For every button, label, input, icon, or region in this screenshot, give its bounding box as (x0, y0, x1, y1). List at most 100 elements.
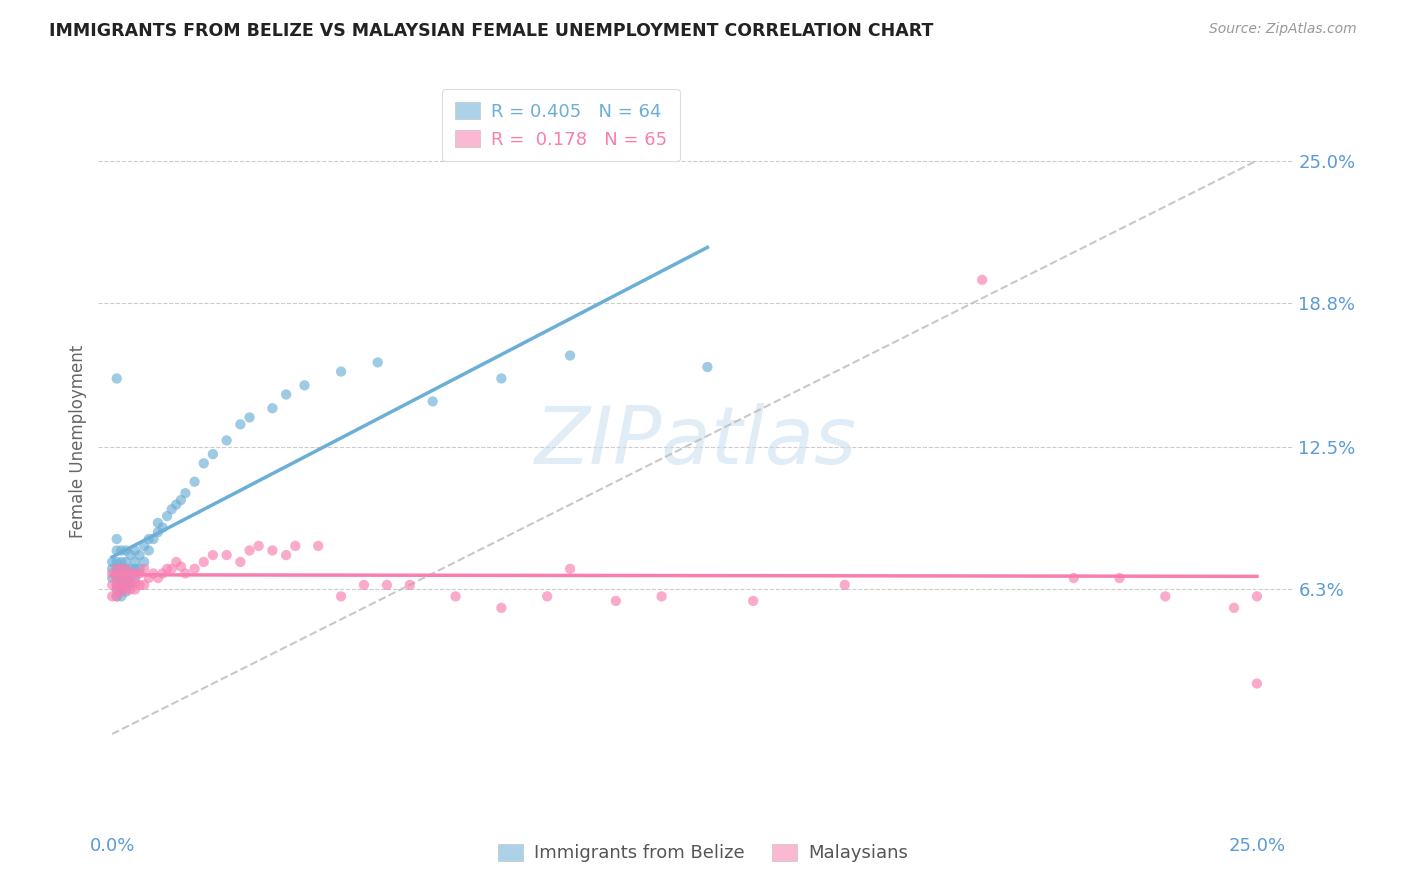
Point (115, 562, 138, 576)
Point (120, 578, 142, 592)
Point (605, 594, 627, 608)
Point (134, 555, 156, 569)
Point (124, 566, 146, 581)
Point (105, 571, 128, 585)
Point (101, 566, 124, 581)
Point (284, 539, 307, 553)
Point (972, 273, 994, 287)
Point (201, 548, 224, 562)
Y-axis label: Female Unemployment: Female Unemployment (69, 345, 87, 538)
Point (307, 539, 329, 553)
Point (110, 571, 132, 585)
Point (215, 548, 238, 562)
Point (105, 582, 128, 597)
Point (101, 590, 124, 604)
Point (229, 417, 252, 432)
Point (128, 566, 150, 581)
Point (651, 590, 673, 604)
Point (276, 548, 298, 562)
Point (183, 475, 205, 489)
Point (120, 548, 142, 562)
Point (110, 584, 132, 599)
Point (138, 571, 160, 585)
Point (110, 590, 132, 604)
Point (146, 525, 169, 540)
Point (294, 378, 316, 392)
Point (110, 578, 132, 592)
Point (105, 371, 128, 385)
Text: 25.0%: 25.0% (1229, 838, 1285, 855)
Point (170, 493, 193, 508)
Point (120, 575, 142, 590)
Point (229, 555, 252, 569)
Point (201, 447, 224, 461)
Point (124, 575, 146, 590)
Point (330, 590, 353, 604)
Point (330, 365, 353, 379)
Point (834, 578, 856, 592)
Point (134, 539, 156, 553)
Point (160, 502, 183, 516)
Legend: R = 0.405   N = 64, R =  0.178   N = 65: R = 0.405 N = 64, R = 0.178 N = 65 (441, 89, 679, 161)
Point (120, 566, 142, 581)
Point (1063, 571, 1085, 585)
Point (124, 582, 146, 597)
Point (128, 578, 150, 592)
Point (105, 566, 128, 581)
Point (276, 387, 298, 401)
Point (101, 571, 124, 585)
Point (174, 486, 197, 500)
Point (128, 548, 150, 562)
Point (193, 456, 215, 470)
Point (170, 559, 193, 574)
Point (142, 532, 165, 546)
Point (115, 555, 138, 569)
Point (375, 578, 398, 592)
Point (193, 555, 215, 569)
Point (558, 349, 581, 363)
Point (165, 498, 187, 512)
Point (115, 578, 138, 592)
Point (115, 571, 138, 585)
Point (124, 562, 146, 576)
Point (444, 590, 467, 604)
Text: Source: ZipAtlas.com: Source: ZipAtlas.com (1209, 22, 1357, 37)
Point (120, 582, 142, 597)
Point (742, 594, 765, 608)
Point (696, 359, 718, 374)
Point (558, 562, 581, 576)
Point (247, 539, 270, 553)
Text: IMMIGRANTS FROM BELIZE VS MALAYSIAN FEMALE UNEMPLOYMENT CORRELATION CHART: IMMIGRANTS FROM BELIZE VS MALAYSIAN FEMA… (49, 22, 934, 40)
Point (367, 355, 389, 369)
Point (120, 571, 142, 585)
Point (142, 566, 165, 581)
Point (138, 543, 160, 558)
Point (101, 555, 124, 569)
Point (238, 543, 260, 558)
Text: ZIPatlas: ZIPatlas (534, 402, 858, 481)
Point (101, 562, 124, 576)
Legend: Immigrants from Belize, Malaysians: Immigrants from Belize, Malaysians (491, 837, 915, 870)
Point (115, 584, 138, 599)
Point (128, 562, 150, 576)
Point (115, 582, 138, 597)
Point (115, 571, 138, 585)
Point (105, 532, 128, 546)
Point (491, 371, 513, 385)
Text: 0.0%: 0.0% (90, 838, 135, 855)
Point (1108, 571, 1130, 585)
Point (115, 543, 138, 558)
Point (146, 516, 169, 530)
Point (398, 578, 420, 592)
Point (160, 562, 183, 576)
Point (134, 578, 156, 592)
Point (183, 562, 205, 576)
Point (105, 562, 128, 576)
Point (165, 555, 187, 569)
Point (152, 566, 174, 581)
Point (110, 543, 132, 558)
Point (422, 394, 444, 409)
Point (105, 590, 128, 604)
Point (110, 582, 132, 597)
Point (138, 532, 160, 546)
